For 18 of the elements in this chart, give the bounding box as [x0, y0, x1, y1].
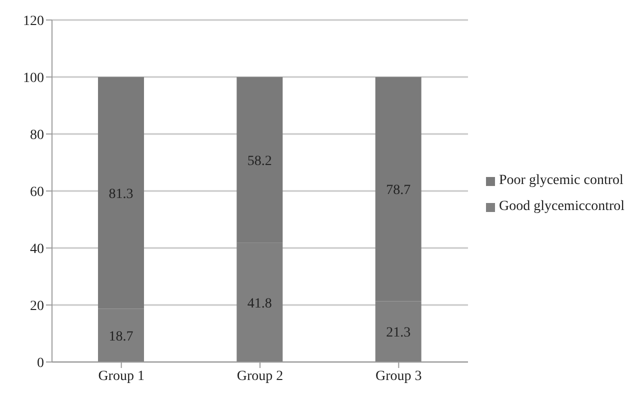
data-label: 21.3 — [386, 326, 411, 341]
data-label: 41.8 — [247, 296, 272, 312]
data-label: 58.2 — [247, 154, 272, 169]
x-tick-label: Group 1 — [98, 368, 144, 384]
legend-label: Poor glycemic control — [499, 173, 624, 189]
data-label: 18.7 — [108, 329, 134, 344]
data-label: 78.7 — [386, 183, 411, 198]
y-tick-label: 100 — [23, 70, 44, 86]
y-tick-label: 60 — [30, 184, 44, 200]
y-tick-label: 40 — [30, 242, 44, 257]
x-tick-label: Group 3 — [376, 368, 422, 384]
x-tick-label: Group 2 — [236, 368, 284, 384]
legend-label: Good glycemiccontrol — [499, 199, 625, 215]
y-tick-label: 0 — [37, 356, 44, 371]
y-tick-label: 80 — [30, 128, 44, 143]
y-tick-label: 20 — [30, 298, 44, 314]
data-label: 81.3 — [108, 186, 134, 202]
y-tick-label: 120 — [23, 14, 44, 29]
